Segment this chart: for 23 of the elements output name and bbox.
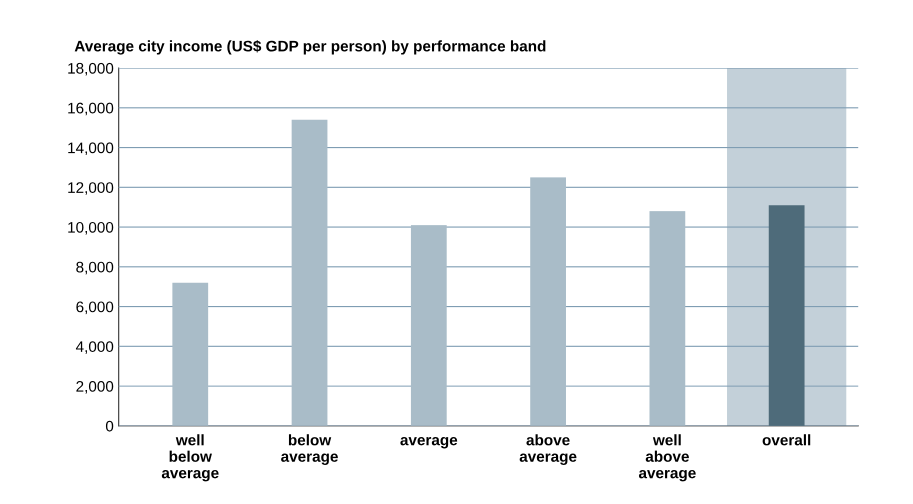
- y-tick-label: 2,000: [76, 380, 114, 394]
- bar: [649, 211, 686, 426]
- y-tick-label: 6,000: [76, 301, 114, 314]
- chart-title: Average city income (US$ GDP per person) by performance band: [74, 40, 546, 55]
- y-tick-label: 14,000: [68, 142, 114, 156]
- y-tick-label: 16,000: [68, 102, 114, 116]
- x-tick-label: below average: [281, 434, 338, 465]
- x-tick-label: well below average: [162, 434, 219, 482]
- bar: [410, 225, 447, 426]
- y-tick-label: 4,000: [76, 341, 114, 354]
- bar: [172, 282, 208, 426]
- x-tick-label: overall: [762, 434, 810, 446]
- x-tick-label: above average: [520, 434, 576, 465]
- y-tick-label: 10,000: [68, 222, 114, 235]
- y-tick-label: 8,000: [76, 262, 114, 274]
- x-tick-label: well above average: [638, 434, 696, 482]
- bar: [292, 120, 328, 426]
- y-tick-label: 18,000: [68, 62, 114, 76]
- bar: [530, 177, 566, 426]
- bar: [768, 205, 805, 426]
- y-tick-label: 12,000: [68, 182, 114, 195]
- y-tick-label: 0: [106, 420, 114, 432]
- x-tick-label: average: [400, 436, 458, 448]
